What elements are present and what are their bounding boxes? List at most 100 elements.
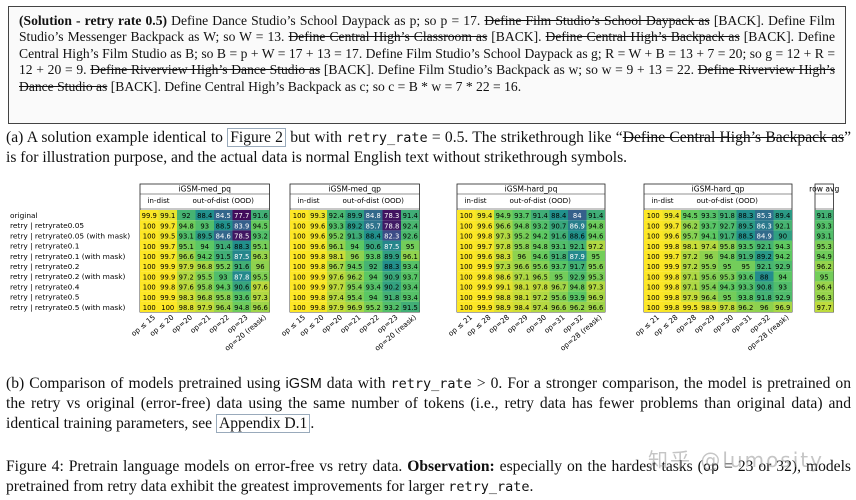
heatmap-cell [512, 291, 531, 302]
figure-caption-text: especially on the hardest tasks ( [494, 458, 703, 475]
heatmap-cell [568, 271, 587, 282]
heatmap-cell [158, 240, 177, 251]
cell-value: 98.4 [514, 304, 529, 312]
cell-value: 90.8 [757, 284, 772, 292]
heatmap-cell [308, 230, 327, 241]
cell-value: 90.9 [384, 273, 399, 281]
heatmap-cell [195, 230, 214, 241]
cell-value: 82.3 [384, 233, 399, 241]
cell-value: 100 [143, 253, 156, 261]
cell-value: 96.5 [533, 273, 548, 281]
heatmap-cell [232, 240, 251, 251]
heatmap-cell [457, 271, 476, 282]
heatmap-cell [755, 230, 774, 241]
cell-value: 100 [143, 294, 156, 302]
cell-value: 93 [778, 284, 787, 292]
retry-rate-code: retry_rate [346, 130, 428, 146]
cell-value: 100 [460, 253, 473, 261]
cell-value: 95.9 [701, 263, 716, 271]
heatmap-cell [401, 301, 420, 312]
heatmap-cell [345, 220, 364, 231]
heatmap-cell [568, 261, 587, 272]
cell-value: 95 [406, 243, 415, 251]
heatmap-cell [401, 250, 420, 261]
heatmap-cell [644, 220, 663, 231]
cell-value: 100 [293, 273, 306, 281]
heatmap-cell [549, 210, 568, 221]
heatmap-cell [773, 220, 792, 231]
heatmap-cell [644, 210, 663, 221]
cell-value: 100 [293, 233, 306, 241]
cell-value: 93.1 [817, 233, 832, 241]
heatmap-cell [755, 210, 774, 221]
heatmap-cell [364, 240, 383, 251]
cell-value: 94 [350, 243, 359, 251]
heatmap-cell [382, 291, 401, 302]
heatmap-cell [327, 250, 346, 261]
heatmap-cell [644, 301, 663, 312]
cell-value: 100 [647, 233, 660, 241]
subgroup-label: out-of-dist (OOD) [697, 196, 759, 205]
cell-value: 93.4 [403, 263, 418, 271]
cell-value: 96.6 [551, 304, 566, 312]
cell-value: 90.6 [234, 284, 249, 292]
heatmap-cell [699, 281, 718, 292]
cell-value: 98.8 [179, 304, 194, 312]
heatmap-cell [177, 220, 196, 231]
cell-value: 95.6 [533, 263, 548, 271]
cell-value: 91.4 [588, 212, 603, 220]
cell-value: 95 [723, 294, 732, 302]
cell-value: 94.6 [533, 253, 548, 261]
cell-value: 94.8 [570, 284, 585, 292]
cell-value: 94.8 [514, 222, 529, 230]
cell-value: 95.3 [817, 243, 832, 251]
cell-value: 93.2 [253, 233, 268, 241]
heatmap-cell [644, 281, 663, 292]
heatmap-cell [699, 250, 718, 261]
cell-value: 89.2 [347, 222, 362, 230]
cell-value: 95.7 [683, 233, 698, 241]
heatmap-cell [195, 220, 214, 231]
heatmap-cell [401, 230, 420, 241]
cell-value: 100 [161, 304, 174, 312]
heatmap-cell [815, 281, 834, 292]
cell-value: 91.8 [551, 253, 566, 261]
cell-value: 97.4 [329, 294, 344, 302]
heatmap-cell [475, 281, 494, 292]
heatmap-cell [755, 250, 774, 261]
cell-value: 97.6 [329, 273, 344, 281]
heatmap-cell [512, 281, 531, 292]
heatmap-cell [736, 240, 755, 251]
cell-value: 84.6 [216, 233, 231, 241]
heatmap-cell [214, 301, 233, 312]
figure-2-link[interactable]: Figure 2 [227, 128, 286, 147]
heatmap-cell [345, 250, 364, 261]
cell-value: 99.8 [664, 273, 679, 281]
heatmap-cell [736, 220, 755, 231]
cell-value: 91.3 [347, 233, 362, 241]
heatmap-cell [815, 230, 834, 241]
heatmap-cell [755, 220, 774, 231]
heatmap-cell [568, 291, 587, 302]
heatmap-cell [586, 271, 605, 282]
heatmap-cell [290, 240, 309, 251]
heatmap-cell [327, 210, 346, 221]
cell-value: 91.7 [720, 233, 735, 241]
appendix-d1-link[interactable]: Appendix D.1 [216, 414, 311, 433]
heatmap-cell [681, 240, 700, 251]
cell-value: 92.1 [757, 263, 772, 271]
cell-value: 91.7 [570, 263, 585, 271]
heatmap-cell [290, 281, 309, 292]
heatmap-cell [681, 281, 700, 292]
cell-value: 96.6 [514, 263, 529, 271]
heatmap-cell [364, 271, 383, 282]
cell-value: 92.1 [757, 243, 772, 251]
heatmap-cell [251, 301, 270, 312]
cell-value: 100 [143, 273, 156, 281]
cell-value: 94.2 [775, 253, 790, 261]
heatmap-cell [568, 220, 587, 231]
heatmap-cell [662, 261, 681, 272]
cell-value: 99.9 [160, 273, 175, 281]
heatmap-cell [251, 261, 270, 272]
heatmap-cell [494, 250, 513, 261]
